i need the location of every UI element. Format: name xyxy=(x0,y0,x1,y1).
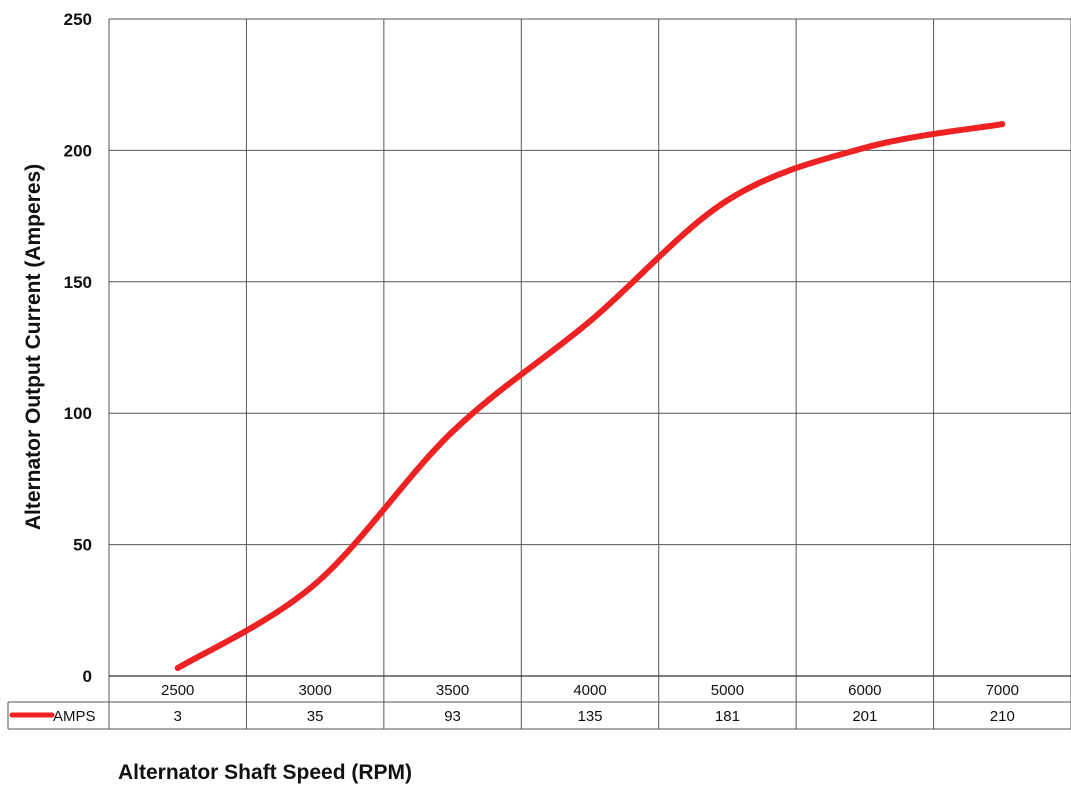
y-tick-label: 100 xyxy=(64,404,92,423)
y-tick-label: 0 xyxy=(83,667,92,686)
data-value-label: 210 xyxy=(990,708,1015,725)
y-axis-label: Alternator Output Current (Amperes) xyxy=(22,164,45,530)
x-tick-label: 3500 xyxy=(436,682,469,699)
data-value-label: 135 xyxy=(577,708,602,725)
data-value-label: 181 xyxy=(715,708,740,725)
x-tick-label: 4000 xyxy=(573,682,606,699)
y-tick-label: 50 xyxy=(73,536,92,555)
x-axis-label: Alternator Shaft Speed (RPM) xyxy=(118,761,412,784)
legend-label: AMPS xyxy=(53,708,96,725)
data-value-label: 201 xyxy=(852,708,877,725)
x-tick-label: 3000 xyxy=(298,682,331,699)
y-tick-label: 200 xyxy=(64,141,92,160)
y-tick-labels: 0 50 100 150 200 250 xyxy=(64,10,92,686)
data-value-label: 35 xyxy=(307,708,324,725)
x-tick-label: 2500 xyxy=(161,682,194,699)
y-tick-label: 150 xyxy=(64,273,92,292)
x-tick-label: 5000 xyxy=(711,682,744,699)
x-tick-label: 6000 xyxy=(848,682,881,699)
data-table: 2500 3000 3500 4000 5000 6000 7000 AMPS 3 35 93 135… xyxy=(7,675,1071,730)
x-tick-label: 7000 xyxy=(986,682,1019,699)
grid-layer xyxy=(108,18,1071,729)
data-value-label: 93 xyxy=(444,708,461,725)
series-line-amps xyxy=(174,121,1006,672)
data-value-label: 3 xyxy=(174,708,182,725)
series-layer xyxy=(174,121,1006,672)
y-tick-label: 250 xyxy=(64,10,92,29)
